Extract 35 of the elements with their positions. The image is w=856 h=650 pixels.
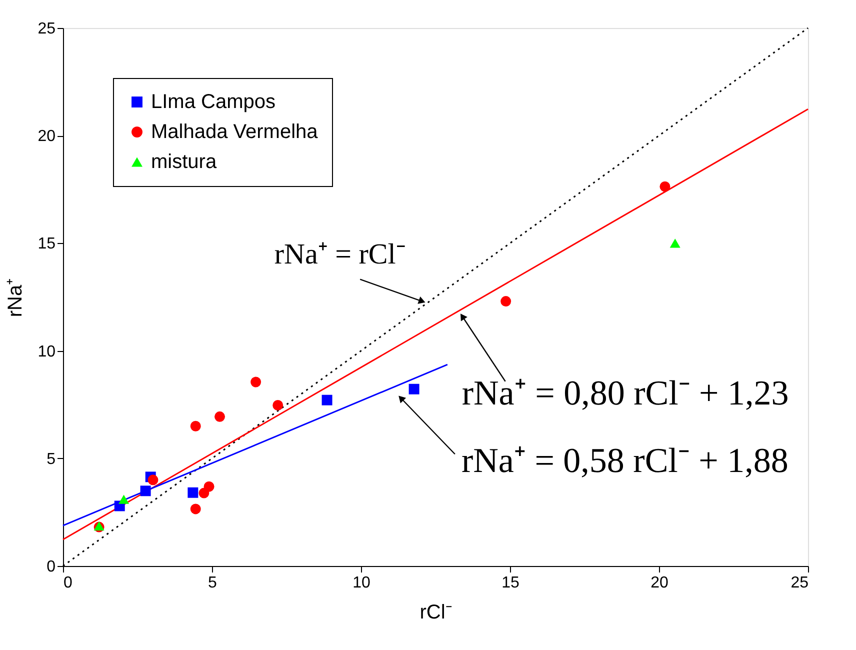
point — [272, 400, 284, 410]
y-tick-label: 5 — [46, 450, 56, 468]
x-axis-title: rCl⁻ — [420, 602, 452, 624]
x-tick-label: 20 — [650, 574, 668, 592]
point — [148, 474, 158, 486]
point — [118, 494, 130, 504]
point — [670, 238, 680, 248]
legend-label: LIma Campos — [151, 91, 276, 113]
point — [322, 394, 332, 406]
x-tick-label: 10 — [352, 574, 370, 592]
x-tick-label: 5 — [208, 574, 218, 592]
annotation: rNa⁺ = rCl⁻ — [274, 238, 406, 270]
point — [660, 181, 670, 192]
point — [250, 376, 262, 388]
point — [500, 296, 512, 307]
point — [214, 411, 225, 422]
annotation: rNa⁺ = 0,58 rCl⁻ + 1,88 — [461, 441, 788, 480]
point — [198, 488, 210, 498]
annotation: rNa⁺ = 0,80 rCl⁻ + 1,23 — [462, 373, 789, 412]
y-tick-label: 0 — [46, 558, 56, 576]
point — [408, 384, 420, 394]
legend-label: mistura — [151, 151, 218, 173]
y-tick-label: 25 — [38, 20, 56, 38]
x-tick-label: 0 — [64, 574, 72, 592]
point — [140, 486, 151, 496]
y-tick-label: 10 — [38, 343, 56, 360]
y-tick-label: 20 — [38, 128, 56, 146]
point — [190, 504, 201, 514]
y-tick-label: 15 — [38, 236, 56, 253]
x-tick-label: 15 — [502, 574, 520, 592]
y-axis-title: rNa⁺ — [4, 278, 27, 318]
legend-label: Malhada Vermelha — [151, 121, 319, 143]
x-tick-label: 25 — [790, 574, 809, 592]
point — [190, 420, 201, 432]
point — [188, 487, 198, 498]
